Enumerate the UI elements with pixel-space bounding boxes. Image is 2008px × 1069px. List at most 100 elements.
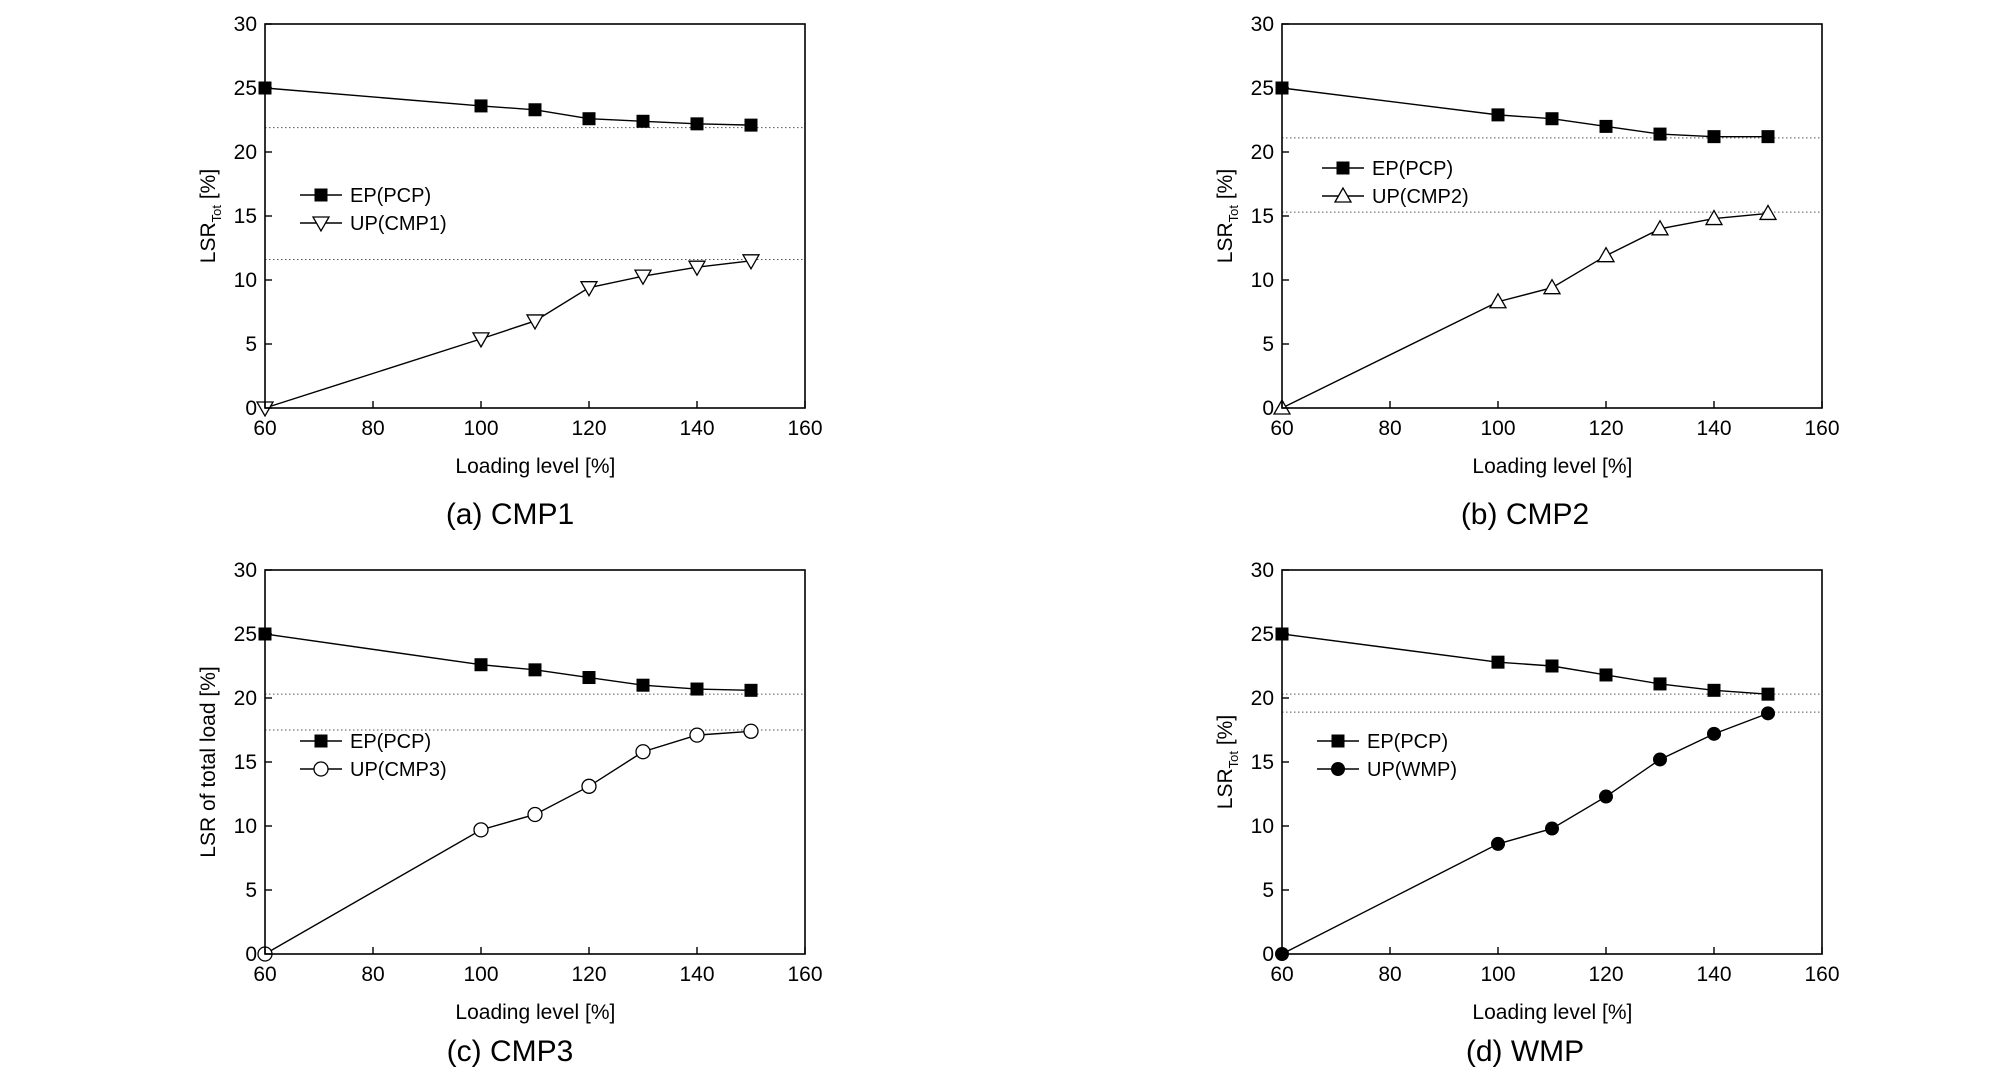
data-point xyxy=(687,260,707,277)
x-tick-label: 100 xyxy=(1480,963,1515,986)
data-point xyxy=(1653,752,1667,767)
x-tick-label: 160 xyxy=(1804,417,1839,440)
y-tick-label: 5 xyxy=(245,333,257,356)
data-point xyxy=(474,99,488,113)
y-tick-label: 25 xyxy=(234,77,257,100)
data-point xyxy=(1758,204,1778,221)
data-point xyxy=(582,671,596,685)
y-axis-label-unit: [%] xyxy=(1214,715,1237,751)
y-axis-ticks: 0 5 10 15 20 25 30 xyxy=(234,559,272,966)
y-tick-label: 20 xyxy=(1251,687,1274,710)
data-point xyxy=(689,727,705,743)
data-point xyxy=(741,254,761,271)
y-tick-label: 10 xyxy=(1251,269,1274,292)
series-line-1 xyxy=(1281,212,1769,409)
series-line-1 xyxy=(1281,712,1769,955)
legend-marker xyxy=(1336,161,1350,175)
x-tick-label: 160 xyxy=(1804,963,1839,986)
plot-frame xyxy=(1281,569,1823,955)
data-point xyxy=(473,822,489,838)
x-tick-label: 100 xyxy=(1480,417,1515,440)
y-axis-label: LSR of total load [%] xyxy=(197,666,220,857)
series-line-0 xyxy=(264,87,752,126)
y-tick-label: 25 xyxy=(1251,623,1274,646)
data-point xyxy=(582,112,596,126)
series-1 xyxy=(1272,204,1778,415)
y-tick-label: 5 xyxy=(1262,333,1274,356)
series-0 xyxy=(1275,627,1775,701)
y-tick-label: 25 xyxy=(1251,77,1274,100)
y-tick-label: 20 xyxy=(234,687,257,710)
reference-lines xyxy=(265,693,805,731)
y-tick-label: 30 xyxy=(234,559,257,582)
x-tick-label: 80 xyxy=(1378,963,1401,986)
chart-panel-cmp3: 60 80 100 120 140 160 0 5 10 15 20 25 30 Loading leve… xyxy=(175,546,835,1036)
data-point xyxy=(1761,687,1775,701)
series-1 xyxy=(255,254,761,418)
legend-marker xyxy=(311,216,331,233)
y-tick-label: 10 xyxy=(234,815,257,838)
x-tick-label: 120 xyxy=(1588,963,1623,986)
x-tick-label: 160 xyxy=(787,417,822,440)
data-point xyxy=(1491,836,1505,851)
x-tick-label: 120 xyxy=(571,417,606,440)
x-tick-label: 60 xyxy=(1270,417,1293,440)
data-point xyxy=(635,744,651,760)
series-line-0 xyxy=(1281,633,1769,695)
x-tick-label: 80 xyxy=(361,963,384,986)
series-line-1 xyxy=(264,730,752,955)
legend-label: UP(CMP1) xyxy=(350,213,447,235)
legend-label: EP(PCP) xyxy=(350,731,431,753)
x-tick-label: 160 xyxy=(787,963,822,986)
y-axis-label-subscript: Tot xyxy=(209,205,224,223)
y-axis-label-subscript: Tot xyxy=(1226,751,1241,769)
data-point xyxy=(1545,821,1559,836)
y-tick-label: 0 xyxy=(245,397,257,420)
y-axis-ticks: 0 5 10 15 20 25 30 xyxy=(234,13,272,420)
data-point xyxy=(1761,130,1775,144)
data-point xyxy=(527,806,543,823)
x-tick-label: 100 xyxy=(463,417,498,440)
data-point xyxy=(1707,726,1721,741)
legend-marker xyxy=(1331,762,1345,776)
data-point xyxy=(1491,108,1505,122)
y-tick-label: 0 xyxy=(1262,943,1274,966)
legend-marker xyxy=(314,188,328,202)
legend-label: UP(CMP3) xyxy=(350,759,447,781)
x-tick-label: 60 xyxy=(1270,963,1293,986)
x-axis-label: Loading level [%] xyxy=(1472,455,1632,478)
data-point xyxy=(1488,292,1508,309)
legend: EP(PCP) UP(CMP1) xyxy=(300,185,447,235)
series-0 xyxy=(258,81,758,132)
x-tick-label: 140 xyxy=(679,963,714,986)
plot-frame xyxy=(264,569,806,955)
data-point xyxy=(474,658,488,672)
x-tick-label: 100 xyxy=(463,963,498,986)
x-axis-label: Loading level [%] xyxy=(1472,1001,1632,1024)
data-point xyxy=(690,682,704,696)
y-tick-label: 15 xyxy=(1251,205,1274,228)
chart-panel-cmp2: 60 80 100 120 140 160 0 5 10 15 20 25 30 Loading leve… xyxy=(1192,0,1852,490)
x-axis-ticks: 60 80 100 120 140 160 xyxy=(1270,947,1840,986)
chart-panel-cmp1: 60 80 100 120 140 160 0 5 10 15 20 25 30 Loading leve… xyxy=(175,0,835,490)
legend-label: EP(PCP) xyxy=(350,185,431,207)
chart-svg: 60 80 100 120 140 160 0 5 10 15 20 25 30 Loading leve… xyxy=(1214,13,1840,478)
y-axis-label-main: LSR xyxy=(197,222,220,263)
x-axis-label: Loading level [%] xyxy=(455,455,615,478)
series-line-0 xyxy=(1281,87,1768,138)
y-axis-label: LSRTot [%] xyxy=(1214,715,1241,809)
x-tick-label: 140 xyxy=(1696,963,1731,986)
data-point xyxy=(743,723,759,739)
data-point xyxy=(525,314,545,331)
series-0 xyxy=(258,627,758,697)
data-point xyxy=(1650,219,1670,236)
caption-cmp2: (b) CMP2 xyxy=(1460,498,1590,531)
y-axis-label-main: LSR xyxy=(1214,222,1237,263)
legend-label: EP(PCP) xyxy=(1372,158,1453,180)
data-point xyxy=(1599,119,1613,133)
data-point xyxy=(1599,789,1613,804)
data-point xyxy=(1653,677,1667,691)
legend-label: UP(WMP) xyxy=(1367,759,1457,781)
legend: EP(PCP) UP(WMP) xyxy=(1317,731,1457,781)
data-point xyxy=(1545,112,1559,126)
